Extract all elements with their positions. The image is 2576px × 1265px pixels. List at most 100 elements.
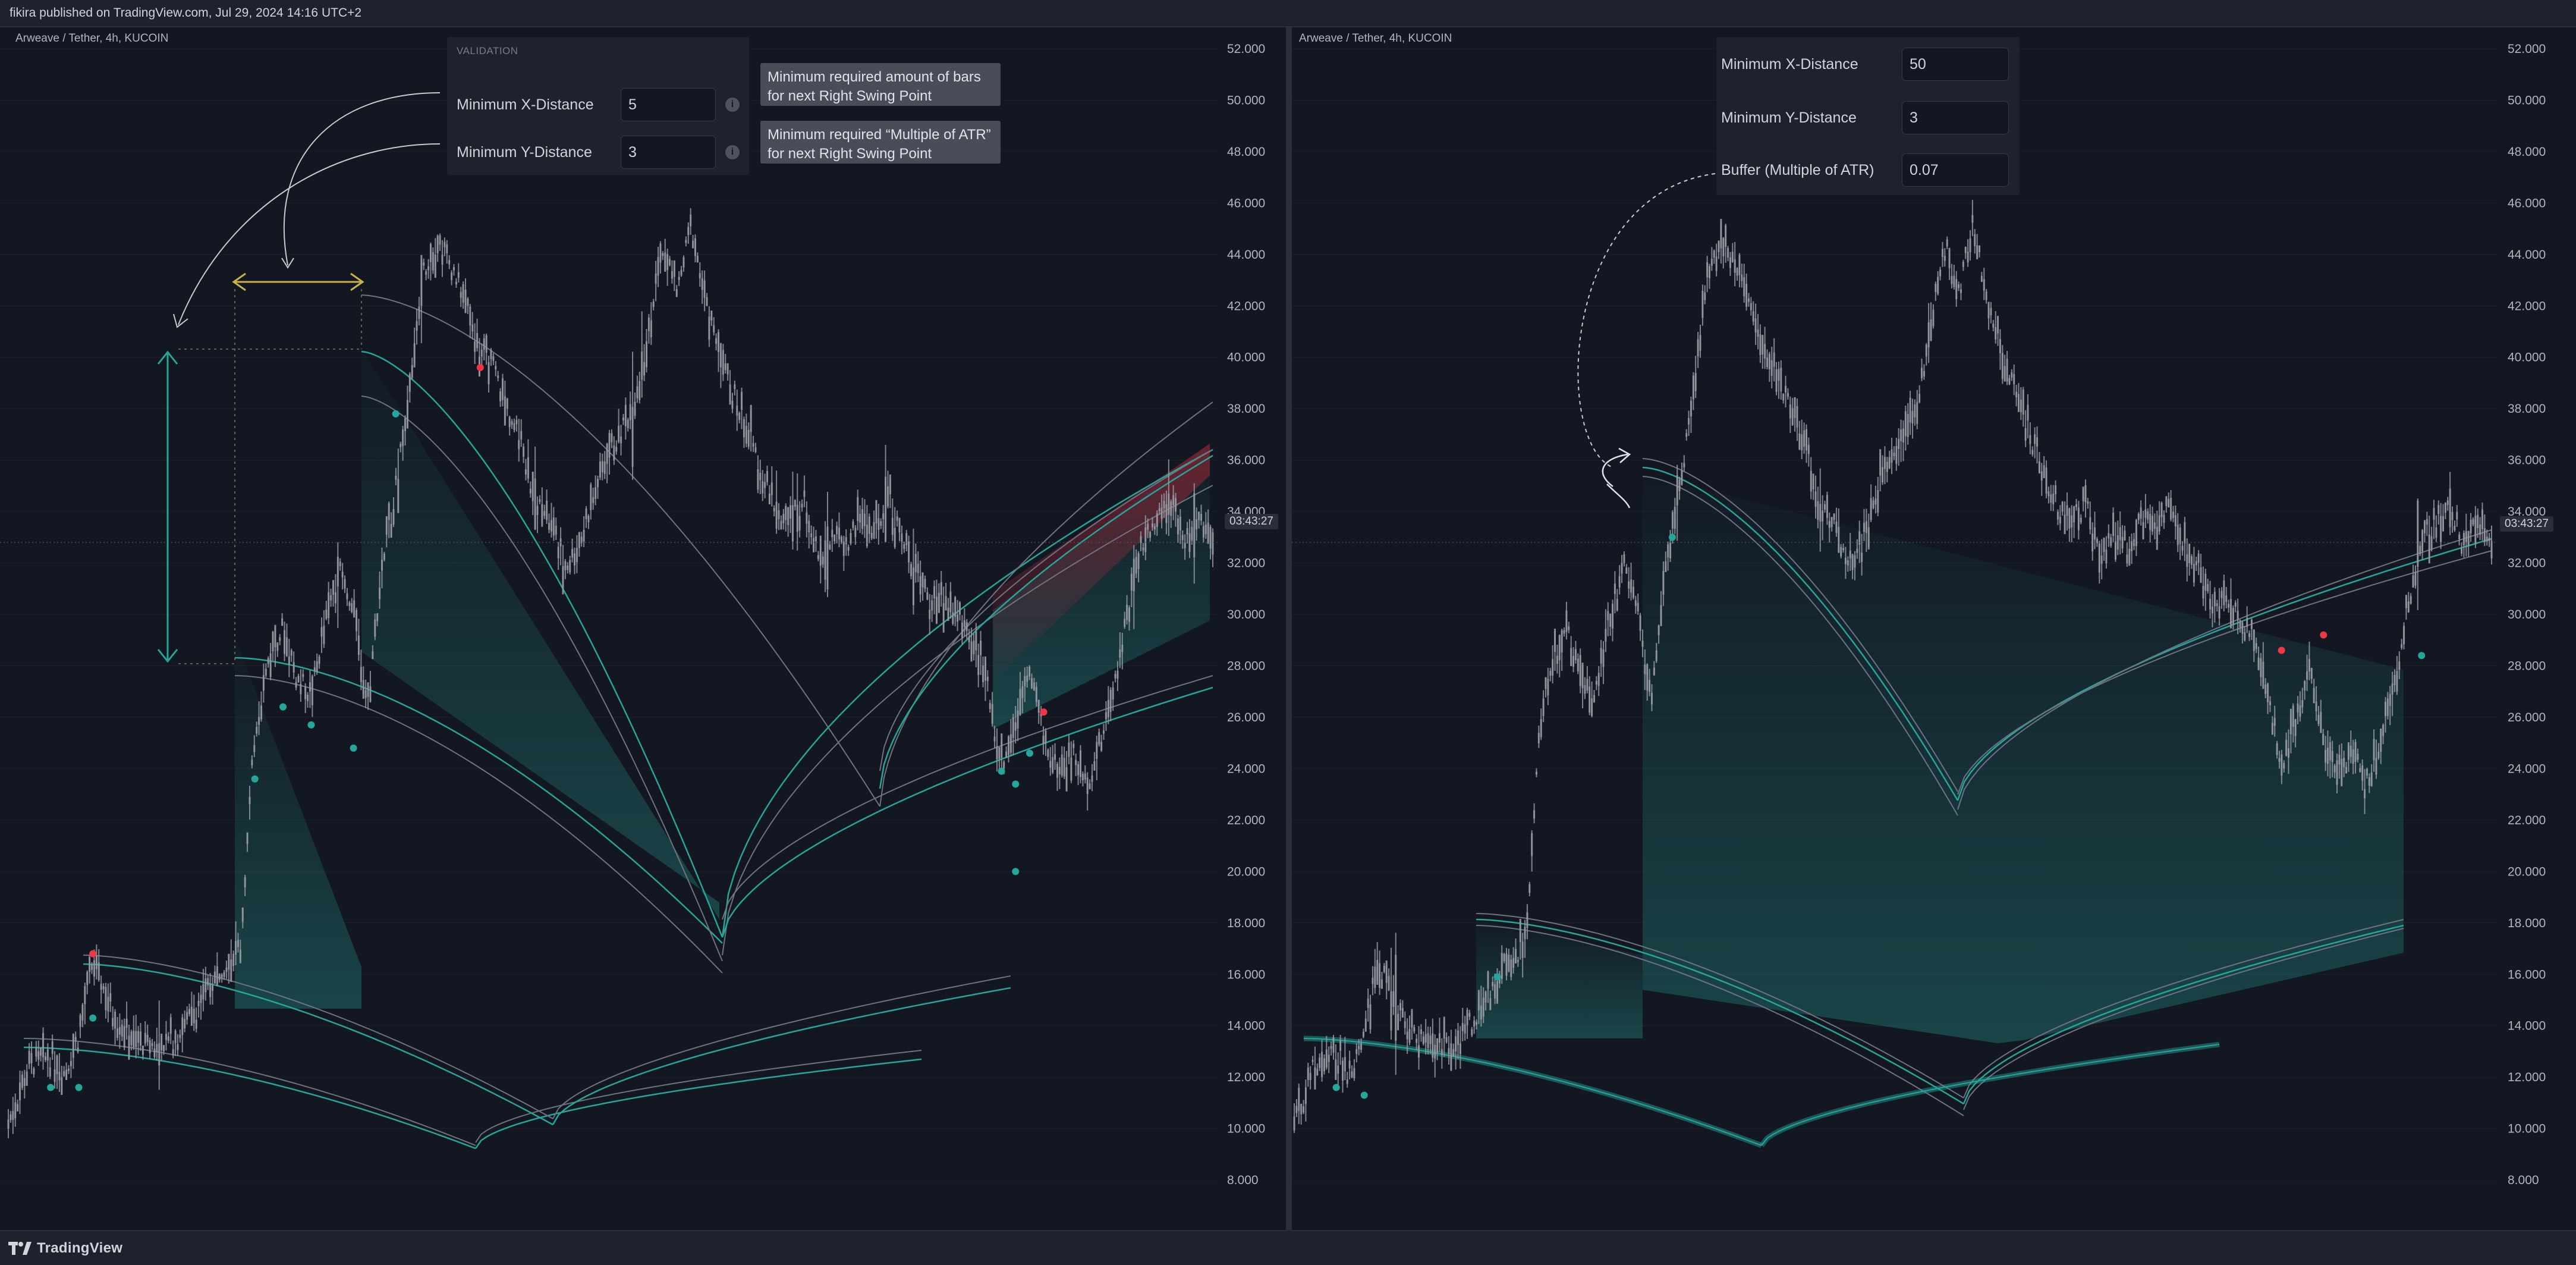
- swing-low-marker: [392, 410, 400, 418]
- candle-body: [963, 620, 965, 627]
- candle-body: [285, 637, 288, 657]
- candle-body: [1584, 685, 1586, 694]
- candle-body: [678, 277, 680, 280]
- swing-curve: [361, 294, 880, 807]
- candle-body: [657, 257, 659, 276]
- candle-body: [1706, 262, 1709, 278]
- bullish-fill: [235, 637, 361, 1009]
- candles: [7, 208, 1214, 1138]
- candle-body: [197, 1001, 200, 1006]
- candle-body: [1577, 658, 1579, 671]
- candle-body: [580, 536, 583, 544]
- candle-body: [2326, 748, 2329, 764]
- candle-body: [1694, 373, 1697, 391]
- candle-body: [2061, 502, 2064, 512]
- candle-body: [1979, 245, 1981, 253]
- candle-body: [1565, 610, 1568, 632]
- candle-body: [2313, 688, 2315, 704]
- candle-body: [1468, 1013, 1471, 1017]
- candle-body: [968, 636, 970, 642]
- min-x-distance-input[interactable]: 50: [1902, 48, 2009, 81]
- candle-body: [731, 401, 734, 409]
- candle-body: [866, 525, 868, 547]
- candle-body: [601, 461, 603, 473]
- candle-body: [703, 280, 706, 298]
- candle-body: [798, 516, 801, 531]
- candle-body: [1552, 659, 1554, 676]
- min-x-distance-input[interactable]: 5: [621, 88, 716, 121]
- tradingview-logo[interactable]: TradingView: [8, 1240, 122, 1257]
- candle-body: [390, 523, 392, 538]
- swing-low-marker: [279, 703, 287, 711]
- chart-panel-right[interactable]: 8.000 10.000 12.000 14.000 16.000 18.000 20.00…: [1292, 27, 2576, 1230]
- candle-body: [1144, 527, 1147, 553]
- candle-body: [200, 994, 202, 1003]
- candle-body: [2197, 553, 2200, 563]
- tooltip-min-y: Minimum required “Multiple of ATR” for n…: [760, 121, 1001, 164]
- candle-body: [258, 717, 260, 725]
- swing-low-marker: [1360, 1091, 1368, 1099]
- info-icon[interactable]: i: [725, 145, 740, 159]
- y-tick-label: 50.000: [2508, 93, 2546, 107]
- candle-body: [2276, 743, 2278, 755]
- candle-body: [2357, 754, 2359, 760]
- candle-body: [1985, 291, 1987, 300]
- candle-body: [961, 622, 963, 638]
- candle-body: [446, 244, 448, 253]
- candle-body: [2336, 760, 2338, 785]
- candle-body: [332, 580, 335, 595]
- candle-body: [1591, 698, 1593, 716]
- swing-high-marker: [476, 364, 484, 372]
- candle-body: [292, 662, 295, 673]
- candle-body: [2412, 575, 2414, 588]
- candle-body: [21, 1074, 23, 1088]
- candle-body: [764, 482, 766, 488]
- candle-body: [671, 271, 673, 279]
- candle-body: [1519, 919, 1521, 943]
- candle-body: [1137, 553, 1140, 569]
- candle-body: [1904, 411, 1907, 437]
- candle-body: [1434, 1044, 1436, 1059]
- buffer-atr-input[interactable]: 0.07: [1902, 153, 2009, 187]
- chart-panel-left[interactable]: 8.000 10.000 12.000 14.000 16.000 18.000 20.00…: [0, 27, 1286, 1230]
- candle-body: [1545, 677, 1547, 689]
- candle-body: [2472, 519, 2474, 525]
- candle-body: [1473, 1020, 1476, 1027]
- chart-left-svg[interactable]: 8.000 10.000 12.000 14.000 16.000 18.000 20.00…: [0, 27, 1286, 1230]
- candle-body: [1736, 268, 1738, 276]
- candle-body: [713, 325, 715, 333]
- candle-body: [2423, 520, 2426, 533]
- candle-body: [2082, 486, 2084, 501]
- candle-body: [590, 484, 592, 510]
- candle-body: [1713, 250, 1715, 258]
- candle-body: [2084, 485, 2087, 503]
- info-icon[interactable]: i: [725, 98, 740, 112]
- candle-body: [1727, 247, 1729, 258]
- candle-body: [859, 513, 861, 523]
- panel-divider[interactable]: [1286, 27, 1292, 1230]
- y-tick-label: 24.000: [1227, 762, 1265, 776]
- candle-body: [1450, 1043, 1452, 1071]
- candle-body: [1948, 247, 1951, 269]
- pointer-arrow: [1602, 453, 1628, 488]
- candle-body: [369, 686, 372, 702]
- y-tick-label: 22.000: [2508, 814, 2546, 827]
- candle-body: [2006, 359, 2008, 382]
- candle-body: [1605, 629, 1607, 642]
- candle-body: [894, 528, 896, 547]
- candle-body: [239, 949, 241, 963]
- swing-low-marker: [307, 721, 315, 729]
- swing-curve: [1761, 1044, 2220, 1146]
- swing-low-marker: [1026, 749, 1033, 757]
- candle-body: [1990, 307, 1992, 316]
- candle-body: [1505, 953, 1508, 976]
- min-y-distance-input[interactable]: 3: [621, 136, 716, 169]
- candle-body: [2184, 522, 2186, 544]
- candle-body: [237, 940, 239, 947]
- chart-right-svg[interactable]: 8.000 10.000 12.000 14.000 16.000 18.000 20.00…: [1292, 27, 2576, 1230]
- min-y-distance-input[interactable]: 3: [1902, 101, 2009, 134]
- candle-body: [2278, 758, 2281, 762]
- candle-body: [137, 1031, 140, 1043]
- candle-body: [1597, 673, 1600, 686]
- candle-body: [339, 561, 341, 566]
